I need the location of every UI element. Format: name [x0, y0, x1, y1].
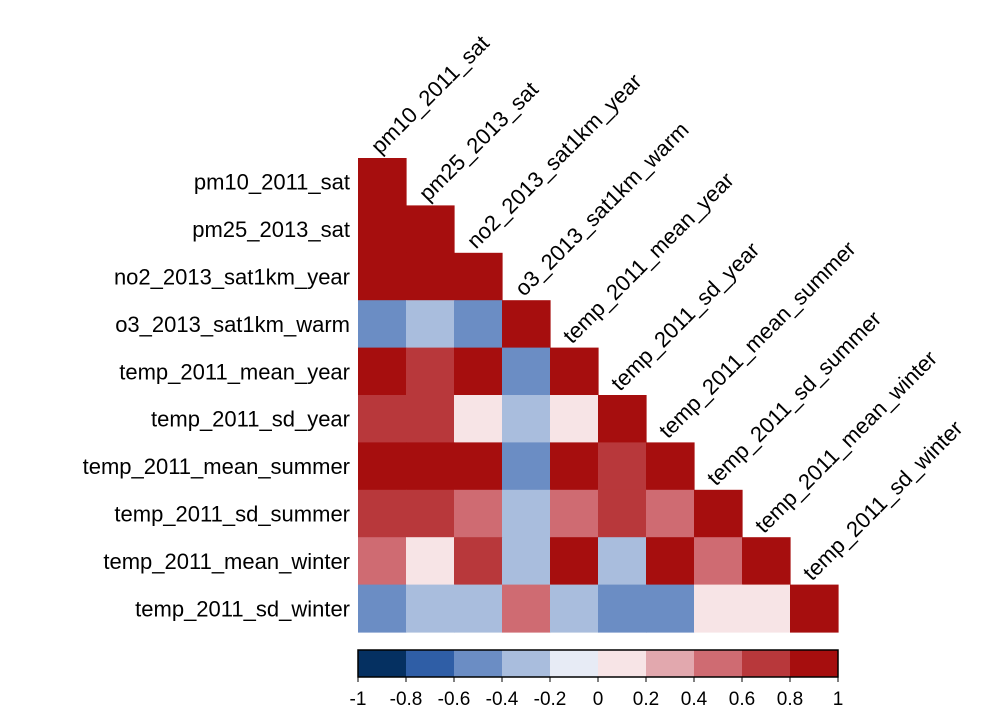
heatmap-cell: [502, 347, 551, 396]
colorbar-segment: [502, 650, 551, 677]
row-label: temp_2011_mean_summer: [83, 454, 350, 479]
heatmap-cell: [550, 584, 599, 633]
heatmap-cell: [790, 584, 839, 633]
heatmap-cell: [406, 347, 455, 396]
heatmap-cell: [694, 537, 743, 586]
colorbar: -1 -0.8 -0.6 -0.4 -0.2 0 0.2 0.4 0.6 0.8 1: [350, 649, 844, 710]
heatmap-cell: [454, 584, 503, 633]
heatmap-cell: [454, 347, 503, 396]
heatmap-cell: [406, 300, 455, 349]
column-label: no2_2013_sat1km_year: [462, 69, 647, 254]
colorbar-segment: [742, 650, 791, 677]
heatmap-cell: [502, 442, 551, 491]
heatmap-cell: [646, 489, 695, 538]
heatmap-cells: [358, 158, 839, 633]
heatmap-cell: [358, 300, 407, 349]
heatmap-cell: [406, 537, 455, 586]
heatmap-cell: [550, 395, 599, 443]
colorbar-tick-label: -0.8: [390, 689, 423, 710]
heatmap-cell: [598, 489, 647, 538]
colorbar-segment: [598, 650, 647, 677]
heatmap-cell: [358, 252, 407, 301]
heatmap-cell: [646, 537, 695, 586]
heatmap-cell: [598, 442, 647, 491]
heatmap-cell: [358, 395, 407, 443]
heatmap-cell: [358, 584, 407, 633]
colorbar-tick-label: 0.2: [633, 689, 659, 710]
heatmap-cell: [358, 205, 407, 254]
heatmap-cell: [502, 537, 551, 586]
colorbar-tick-label: -0.4: [486, 689, 519, 710]
colorbar-segment: [646, 650, 695, 677]
colorbar-tick-label: 0.6: [729, 689, 755, 710]
colorbar-segment: [550, 650, 599, 677]
row-label: temp_2011_mean_year: [119, 359, 350, 384]
heatmap-cell: [406, 395, 455, 443]
heatmap-cell: [454, 300, 503, 349]
colorbar-tick-label: -0.2: [534, 689, 567, 710]
colorbar-tick-label: -0.6: [438, 689, 471, 710]
heatmap-cell: [454, 442, 503, 491]
row-label: temp_2011_mean_winter: [103, 549, 350, 574]
heatmap-cell: [694, 489, 743, 538]
colorbar-tick-label: 0: [593, 689, 604, 710]
colorbar-segment: [406, 650, 455, 677]
heatmap-cell: [598, 395, 647, 443]
row-label: temp_2011_sd_winter: [135, 596, 350, 621]
heatmap-cell: [742, 584, 791, 633]
column-label: temp_2011_mean_year: [558, 167, 739, 348]
colorbar-segment: [358, 650, 407, 677]
heatmap-cell: [406, 442, 455, 491]
heatmap-cell: [358, 158, 407, 206]
heatmap-cell: [646, 442, 695, 491]
row-label: o3_2013_sat1km_warm: [115, 312, 350, 337]
heatmap-cell: [502, 300, 551, 349]
heatmap-cell: [454, 537, 503, 586]
column-label: o3_2013_sat1km_warm: [510, 117, 694, 301]
heatmap-cell: [454, 395, 503, 443]
heatmap-cell: [358, 442, 407, 491]
heatmap-cell: [502, 584, 551, 633]
row-label: pm10_2011_sat: [194, 170, 350, 195]
heatmap-cell: [694, 584, 743, 633]
column-label: temp_2011_sd_winter: [798, 416, 968, 586]
heatmap-cell: [358, 347, 407, 396]
column-label: temp_2011_mean_summer: [654, 236, 861, 443]
heatmap-cell: [550, 442, 599, 491]
row-labels: pm10_2011_sat pm25_2013_sat no2_2013_sat1k…: [83, 170, 350, 622]
heatmap-cell: [502, 395, 551, 443]
column-label: temp_2011_sd_summer: [702, 306, 886, 490]
heatmap-cell: [550, 537, 599, 586]
colorbar-tick-label: 0.4: [681, 689, 708, 710]
heatmap-cell: [598, 584, 647, 633]
colorbar-segment: [790, 650, 839, 677]
row-label: no2_2013_sat1km_year: [114, 265, 350, 290]
heatmap-cell: [454, 489, 503, 538]
colorbar-tick-label: -1: [350, 689, 367, 710]
heatmap-cell: [742, 537, 791, 586]
heatmap-cell: [598, 537, 647, 586]
heatmap-cell: [550, 347, 599, 396]
heatmap-cell: [550, 489, 599, 538]
row-label: pm25_2013_sat: [192, 217, 350, 242]
column-label: temp_2011_mean_winter: [750, 346, 942, 538]
heatmap-cell: [358, 537, 407, 586]
heatmap-cell: [454, 252, 503, 301]
row-label: temp_2011_sd_year: [151, 407, 350, 432]
colorbar-segment: [694, 650, 743, 677]
colorbar-segment: [454, 650, 503, 677]
heatmap-cell: [406, 489, 455, 538]
heatmap-cell: [502, 489, 551, 538]
heatmap-cell: [646, 584, 695, 633]
colorbar-tick-label: 1: [833, 689, 844, 710]
colorbar-tick-label: 0.8: [777, 689, 803, 710]
heatmap-cell: [406, 584, 455, 633]
row-label: temp_2011_sd_summer: [114, 502, 350, 527]
heatmap-cell: [406, 205, 455, 254]
heatmap-cell: [406, 252, 455, 301]
heatmap-cell: [358, 489, 407, 538]
